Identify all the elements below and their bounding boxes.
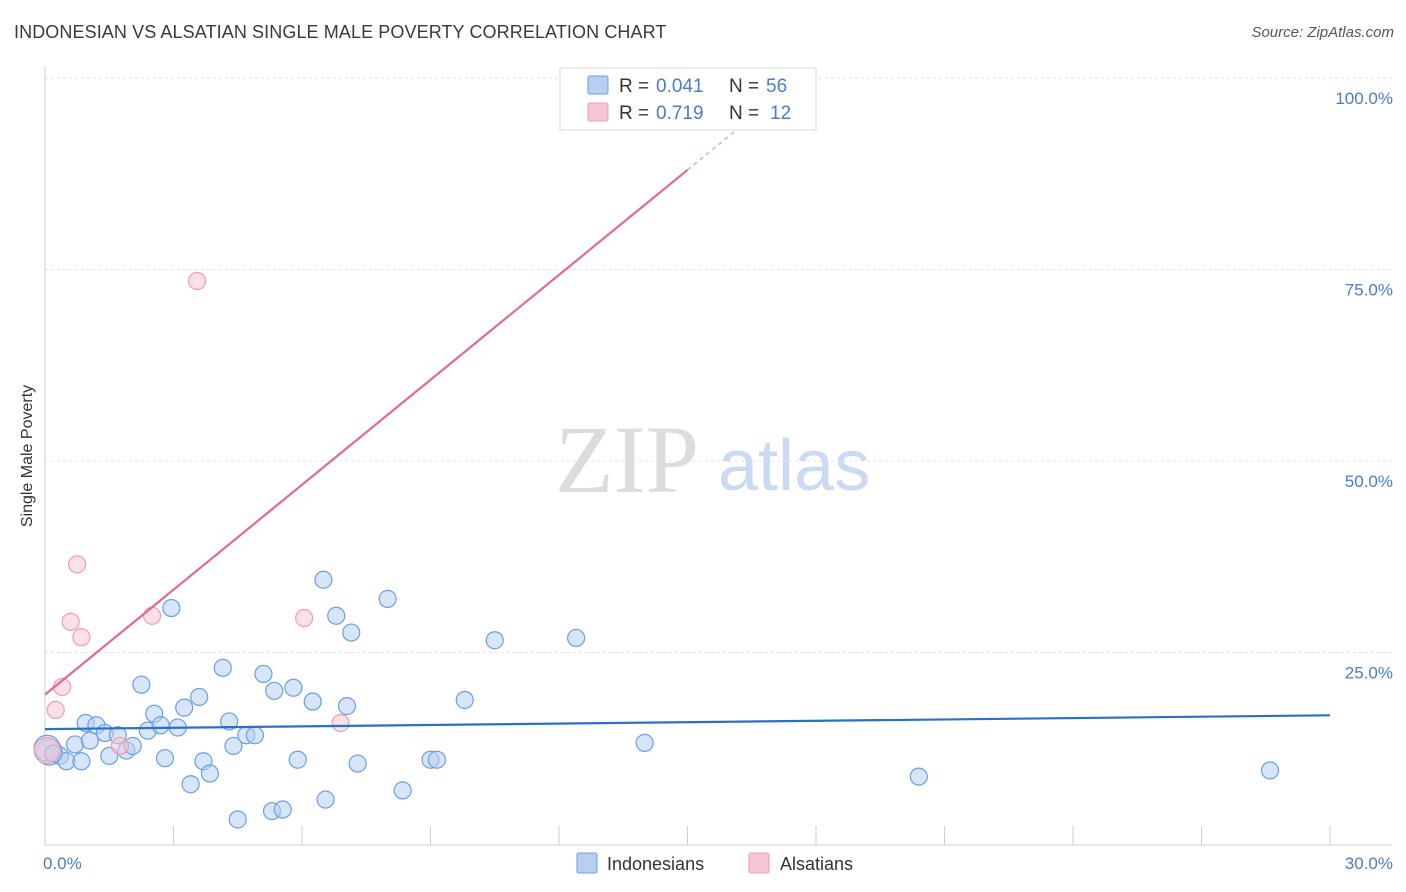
legend-r-value-alsatians: 0.719 — [656, 103, 704, 124]
point-indonesians-51 — [635, 733, 654, 752]
point-indonesians-43 — [348, 754, 367, 773]
axes — [44, 66, 1392, 846]
point-indonesians-41 — [342, 623, 361, 642]
point-indonesians-22 — [190, 687, 209, 707]
point-indonesians-36 — [288, 750, 307, 769]
point-indonesians-38 — [314, 570, 333, 589]
point-indonesians-18 — [162, 598, 181, 618]
legend-swatch-indonesians — [587, 75, 609, 95]
point-indonesians-25 — [213, 658, 232, 677]
trend-line-alsatians — [44, 169, 689, 696]
tick-labels: 25.0% 50.0% 75.0% 100.0% 0.0% 30.0% — [43, 89, 1393, 873]
bottom-legend-label-alsatians: Alsatians — [780, 854, 853, 874]
legend-n-value-indonesians: 56 — [766, 76, 787, 97]
point-alsatians-7 — [142, 606, 162, 625]
trend-line-indonesians — [44, 714, 1331, 731]
x-tick-label-max: 30.0% — [1345, 854, 1393, 873]
point-indonesians-45 — [393, 781, 412, 800]
point-indonesians-49 — [485, 631, 504, 650]
point-alsatians-1 — [46, 700, 65, 720]
grid-lines — [45, 77, 1392, 653]
point-indonesians-33 — [265, 681, 284, 700]
point-indonesians-24 — [200, 764, 220, 783]
y-tick-label-25: 25.0% — [1345, 664, 1393, 683]
legend-n-label-alsatians: N = — [729, 103, 759, 124]
point-indonesians-37 — [303, 692, 322, 711]
bottom-legend-swatch-alsatians — [748, 852, 770, 874]
point-alsatians-10 — [331, 713, 350, 733]
watermark-atlas: atlas — [718, 426, 870, 506]
point-indonesians-39 — [316, 790, 335, 809]
point-alsatians-6 — [110, 736, 130, 756]
legend-n-value-alsatians: 12 — [770, 103, 791, 124]
point-indonesians-26 — [220, 712, 239, 731]
chart-title: INDONESIAN VS ALSATIAN SINGLE MALE POVER… — [14, 22, 667, 42]
point-indonesians-48 — [455, 690, 474, 710]
point-indonesians-31 — [254, 664, 273, 684]
point-indonesians-40 — [327, 606, 346, 625]
point-indonesians-20 — [175, 698, 194, 717]
watermark: ZIP atlas — [555, 406, 870, 513]
point-indonesians-42 — [337, 697, 357, 716]
chart-source: Source: ZipAtlas.com — [1251, 24, 1394, 41]
point-indonesians-13 — [132, 675, 151, 694]
point-alsatians-4 — [68, 555, 87, 574]
legend-r-value-indonesians: 0.041 — [656, 76, 704, 97]
point-alsatians-0 — [33, 736, 61, 765]
point-indonesians-34 — [273, 800, 292, 819]
point-indonesians-28 — [228, 810, 247, 829]
bottom-legend: Indonesians Alsatians — [576, 852, 853, 874]
point-indonesians-27 — [224, 736, 243, 756]
point-indonesians-52 — [909, 767, 928, 786]
watermark-zip: ZIP — [555, 406, 699, 513]
point-alsatians-9 — [295, 608, 314, 628]
legend-swatch-alsatians — [587, 102, 609, 122]
point-indonesians-30 — [245, 726, 264, 745]
y-tick-label-100: 100.0% — [1335, 89, 1393, 108]
y-tick-label-75: 75.0% — [1345, 281, 1393, 300]
point-indonesians-44 — [378, 589, 397, 608]
legend-r-label-alsatians: R = — [619, 103, 649, 124]
point-alsatians-5 — [72, 628, 91, 647]
point-indonesians-4 — [72, 752, 91, 771]
point-indonesians-21 — [181, 775, 200, 794]
legend: R = 0.041 N = 56 R = 0.719 N = 12 — [559, 67, 817, 131]
y-tick-label-50: 50.0% — [1345, 472, 1393, 491]
point-alsatians-3 — [61, 612, 80, 631]
x-tick-label-min: 0.0% — [43, 854, 82, 873]
point-indonesians-50 — [567, 628, 586, 648]
legend-n-label-indonesians: N = — [729, 76, 759, 97]
point-indonesians-16 — [151, 716, 170, 735]
point-indonesians-6 — [80, 731, 100, 750]
point-indonesians-53 — [1260, 761, 1280, 780]
point-indonesians-47 — [427, 750, 447, 769]
point-indonesians-35 — [284, 678, 303, 697]
bottom-legend-label-indonesians: Indonesians — [607, 854, 704, 874]
series-indonesians — [33, 570, 1280, 829]
point-alsatians-8 — [187, 271, 207, 291]
point-indonesians-3 — [65, 735, 85, 754]
legend-r-label-indonesians: R = — [619, 76, 649, 97]
bottom-legend-swatch-indonesians — [576, 852, 598, 874]
series-alsatians — [33, 68, 680, 765]
point-indonesians-17 — [155, 749, 175, 768]
